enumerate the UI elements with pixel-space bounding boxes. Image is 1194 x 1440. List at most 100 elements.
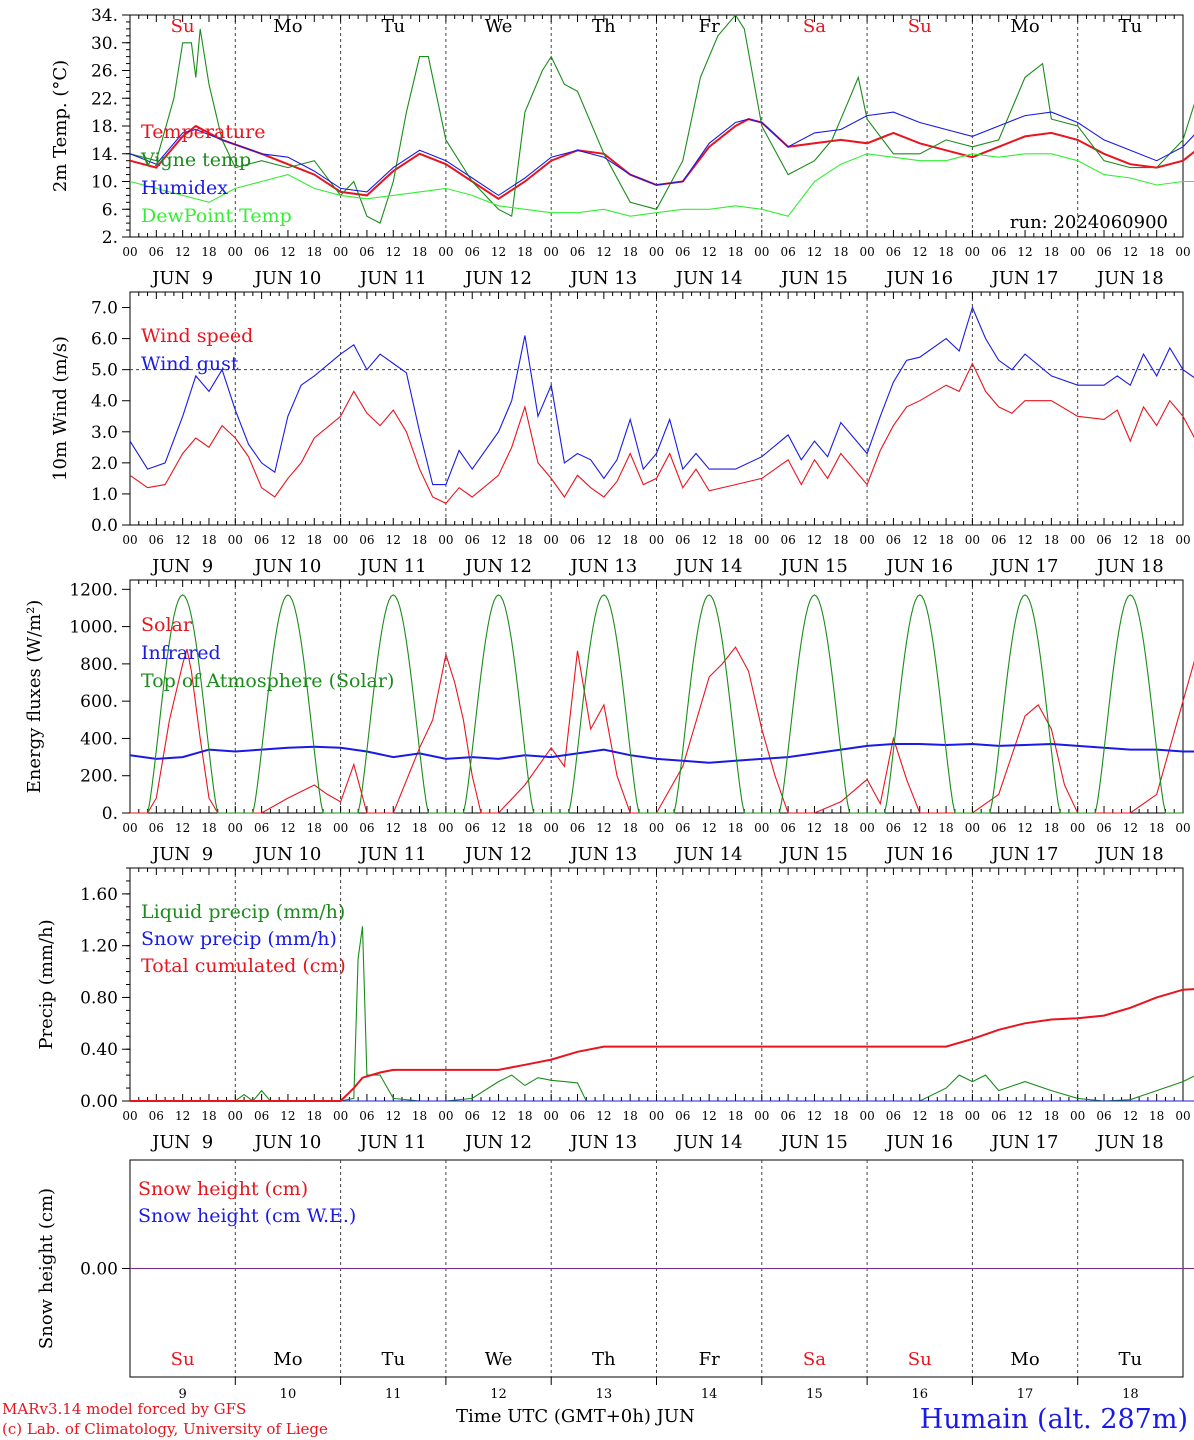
date-label: JUN 14 (674, 556, 743, 577)
x-tick-label: 00 (1070, 821, 1085, 835)
series-line (130, 988, 1194, 1102)
date-label: JUN 12 (463, 1132, 532, 1153)
x-tick-label: 06 (780, 821, 795, 835)
x-tick-label: 06 (254, 1109, 269, 1123)
x-tick-label: 06 (991, 245, 1006, 259)
y-tick-label: 30. (91, 34, 118, 54)
day-number: 10 (280, 1387, 297, 1402)
y-tick-label: 0.00 (80, 1092, 118, 1112)
series-line (129, 362, 1194, 504)
day-name-top: Su (171, 16, 195, 37)
x-tick-label: 12 (702, 821, 717, 835)
date-label: JUN 13 (568, 844, 637, 865)
y-tick-label: 1200. (69, 580, 118, 600)
x-tick-label: 18 (412, 533, 427, 547)
x-tick-label: 06 (149, 533, 164, 547)
series-line (130, 646, 1194, 814)
day-number: 17 (1017, 1387, 1034, 1402)
legend-entry: Wind speed (141, 325, 253, 347)
day-name-top: We (485, 16, 513, 37)
x-tick-label: 18 (307, 245, 322, 259)
x-tick-label: 12 (807, 821, 822, 835)
x-tick-label: 18 (517, 1109, 532, 1123)
y-tick-label: 22. (91, 89, 118, 109)
x-tick-label: 18 (201, 821, 216, 835)
date-label: JUN 14 (674, 1132, 743, 1153)
x-tick-label: 00 (649, 1109, 664, 1123)
y-tick-label: 2.0 (91, 454, 118, 474)
date-label: JUN 15 (779, 844, 848, 865)
date-label: JUN 13 (568, 268, 637, 289)
x-tick-label: 18 (1044, 821, 1059, 835)
x-tick-label: 06 (991, 1109, 1006, 1123)
legend-entry: Humidex (141, 177, 228, 199)
x-tick-label: 00 (122, 821, 137, 835)
legend-entry: Solar (141, 614, 193, 636)
x-tick-label: 00 (1175, 1109, 1190, 1123)
x-tick-label: 18 (728, 533, 743, 547)
date-label: JUN 14 (674, 268, 743, 289)
x-tick-label: 06 (780, 1109, 795, 1123)
x-tick-label: 00 (122, 245, 137, 259)
x-tick-label: 12 (280, 821, 295, 835)
x-tick-label: 00 (228, 533, 243, 547)
x-tick-label: 18 (1044, 533, 1059, 547)
x-tick-label: 12 (386, 533, 401, 547)
date-label: JUN 9 (150, 844, 213, 865)
x-tick-label: 12 (280, 245, 295, 259)
x-tick-label: 06 (886, 1109, 901, 1123)
x-tick-label: 18 (833, 1109, 848, 1123)
day-number: 11 (385, 1387, 402, 1402)
x-tick-label: 00 (965, 533, 980, 547)
x-tick-label: 12 (596, 1109, 611, 1123)
date-label: JUN 11 (358, 1132, 427, 1153)
x-tick-label: 12 (175, 245, 190, 259)
day-name-bottom: Fr (699, 1349, 720, 1370)
x-tick-label: 00 (438, 1109, 453, 1123)
x-tick-label: 06 (675, 245, 690, 259)
legend-entry: Temperature (141, 121, 265, 143)
day-name-bottom: Tu (1119, 1349, 1143, 1370)
x-tick-label: 00 (965, 821, 980, 835)
x-tick-label: 06 (675, 821, 690, 835)
panel-5: 0.00 Snow height (cm) Snow height (cm) Snow… (36, 1159, 1194, 1378)
x-tick-label: 18 (938, 533, 953, 547)
x-tick-label: 18 (623, 533, 638, 547)
x-tick-label: 00 (649, 533, 664, 547)
y-axis-label: 10m Wind (m/s) (50, 336, 71, 481)
y-tick-label: 0.0 (91, 516, 118, 536)
x-tick-label: 06 (465, 821, 480, 835)
y-tick-label: 400. (80, 729, 118, 749)
x-tick-label: 12 (491, 821, 506, 835)
x-tick-label: 12 (1017, 245, 1032, 259)
station-name: Humain (alt. 287m) (920, 1404, 1188, 1435)
y-tick-label: 0.80 (80, 988, 118, 1008)
legend-entry: Top of Atmosphere (Solar) (141, 670, 394, 692)
x-tick-label: 12 (280, 1109, 295, 1123)
date-label: JUN 16 (884, 268, 953, 289)
x-tick-label: 00 (228, 821, 243, 835)
series-line (130, 926, 1194, 1102)
day-number: 15 (806, 1387, 823, 1402)
y-tick-label: 800. (80, 655, 118, 675)
date-label: JUN 14 (674, 844, 743, 865)
x-tick-label: 18 (623, 821, 638, 835)
y-axis-label: Precip (mm/h) (36, 919, 57, 1049)
date-label: JUN 17 (990, 556, 1059, 577)
y-tick-label: 3.0 (91, 423, 118, 443)
x-tick-label: 18 (1149, 821, 1164, 835)
date-label: JUN 13 (568, 556, 637, 577)
lab-credit: (c) Lab. of Climatology, University of L… (2, 1420, 328, 1438)
x-tick-label: 12 (491, 245, 506, 259)
day-name-top: Su (908, 16, 932, 37)
x-tick-label: 18 (1044, 1109, 1059, 1123)
x-tick-label: 06 (465, 533, 480, 547)
day-number: 12 (490, 1387, 507, 1402)
x-tick-label: 00 (438, 821, 453, 835)
x-tick-label: 12 (491, 533, 506, 547)
series-line (129, 111, 1194, 197)
x-tick-label: 00 (228, 245, 243, 259)
day-name-bottom: Th (592, 1349, 616, 1370)
x-tick-label: 18 (517, 245, 532, 259)
date-label: JUN 12 (463, 268, 532, 289)
